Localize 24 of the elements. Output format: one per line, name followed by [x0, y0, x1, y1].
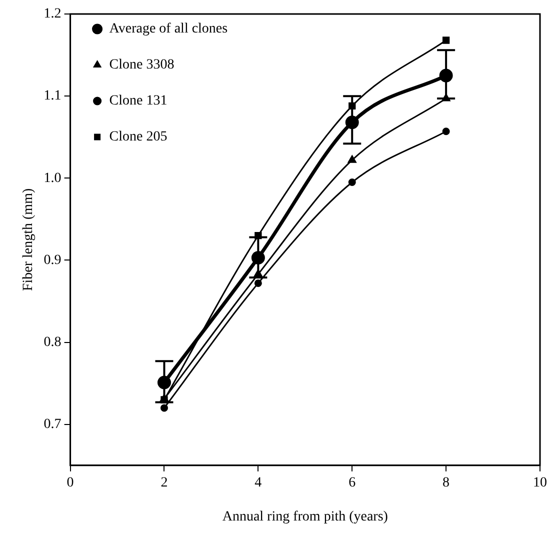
y-tick-label: 1.1 — [44, 88, 62, 104]
x-tick-label: 4 — [254, 475, 262, 490]
x-tick-label: 0 — [66, 475, 74, 490]
y-tick-label: 0.8 — [44, 334, 62, 350]
point — [254, 279, 262, 287]
point — [160, 404, 168, 412]
legend-label: Clone 131 — [109, 94, 168, 109]
legend-label: Clone 3308 — [109, 58, 174, 73]
x-tick-label: 8 — [442, 475, 450, 490]
point — [442, 128, 450, 136]
y-tick-label: 1.0 — [44, 170, 62, 186]
y-axis-title: Fiber length (mm) — [21, 188, 36, 292]
y-tick-label: 0.9 — [44, 252, 62, 268]
x-tick-label: 2 — [160, 475, 168, 490]
x-axis-title: Annual ring from pith (years) — [222, 509, 388, 524]
y-tick-label: 1.2 — [44, 6, 62, 22]
point — [442, 36, 450, 44]
x-tick-label: 6 — [348, 475, 356, 490]
legend-label: Clone 205 — [109, 130, 168, 145]
point — [348, 178, 356, 186]
legend-label: Average of all clones — [109, 22, 228, 37]
x-tick-label: 10 — [533, 475, 547, 490]
y-tick-label: 0.7 — [44, 417, 62, 432]
point — [348, 155, 356, 163]
